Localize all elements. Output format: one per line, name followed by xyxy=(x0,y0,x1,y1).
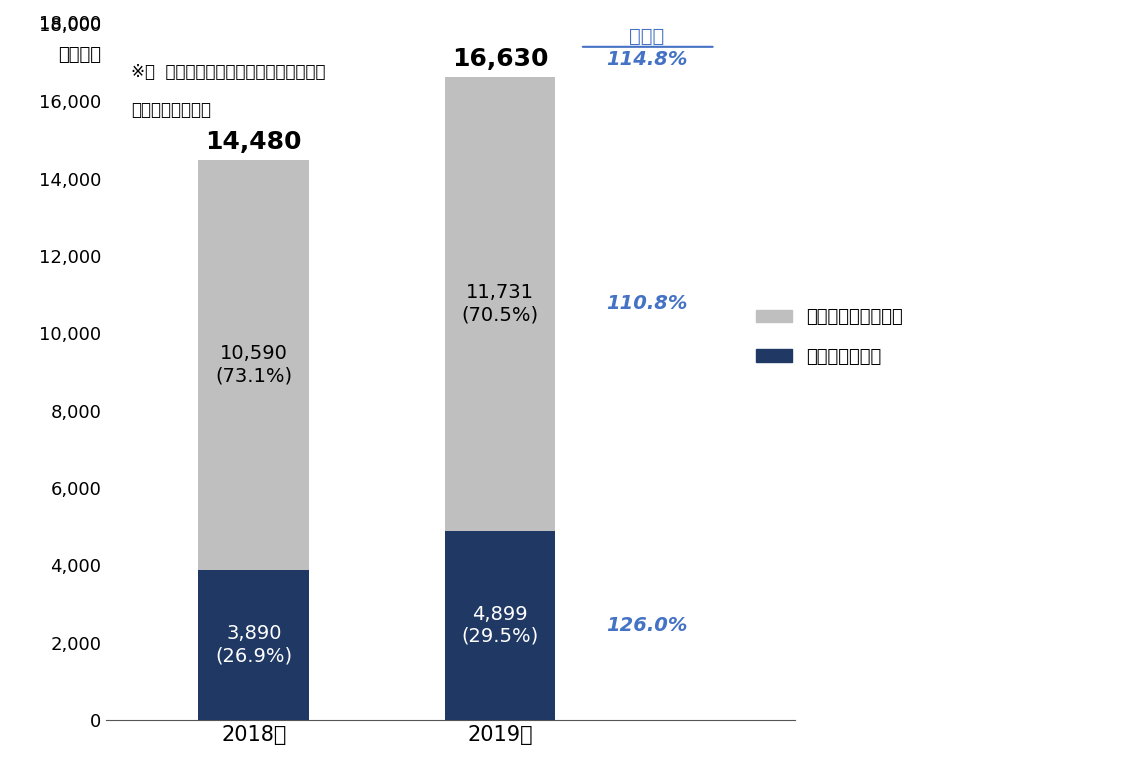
Text: 18,000: 18,000 xyxy=(38,15,102,33)
Text: 14,480: 14,480 xyxy=(205,130,302,154)
Bar xyxy=(199,160,309,570)
Text: に占める構成比: に占める構成比 xyxy=(131,101,211,119)
Text: 126.0%: 126.0% xyxy=(606,616,687,635)
Text: 3,890
(26.9%): 3,890 (26.9%) xyxy=(215,625,292,666)
Text: 16,630: 16,630 xyxy=(451,47,548,71)
Text: 前年比: 前年比 xyxy=(629,27,664,46)
Legend: ソーシャル広告以外, ソーシャル広告: ソーシャル広告以外, ソーシャル広告 xyxy=(749,301,910,373)
Text: ※（  ）内は、インターネット広告媒体費: ※（ ）内は、インターネット広告媒体費 xyxy=(131,62,325,81)
Bar xyxy=(199,570,309,720)
Text: 11,731
(70.5%): 11,731 (70.5%) xyxy=(461,283,538,325)
Bar xyxy=(444,530,555,720)
Text: 114.8%: 114.8% xyxy=(606,50,687,69)
Text: （億円）: （億円） xyxy=(59,46,102,64)
Text: 110.8%: 110.8% xyxy=(606,294,687,313)
Bar xyxy=(444,77,555,530)
Text: 4,899
(29.5%): 4,899 (29.5%) xyxy=(461,605,539,646)
Text: 10,590
(73.1%): 10,590 (73.1%) xyxy=(215,344,292,385)
